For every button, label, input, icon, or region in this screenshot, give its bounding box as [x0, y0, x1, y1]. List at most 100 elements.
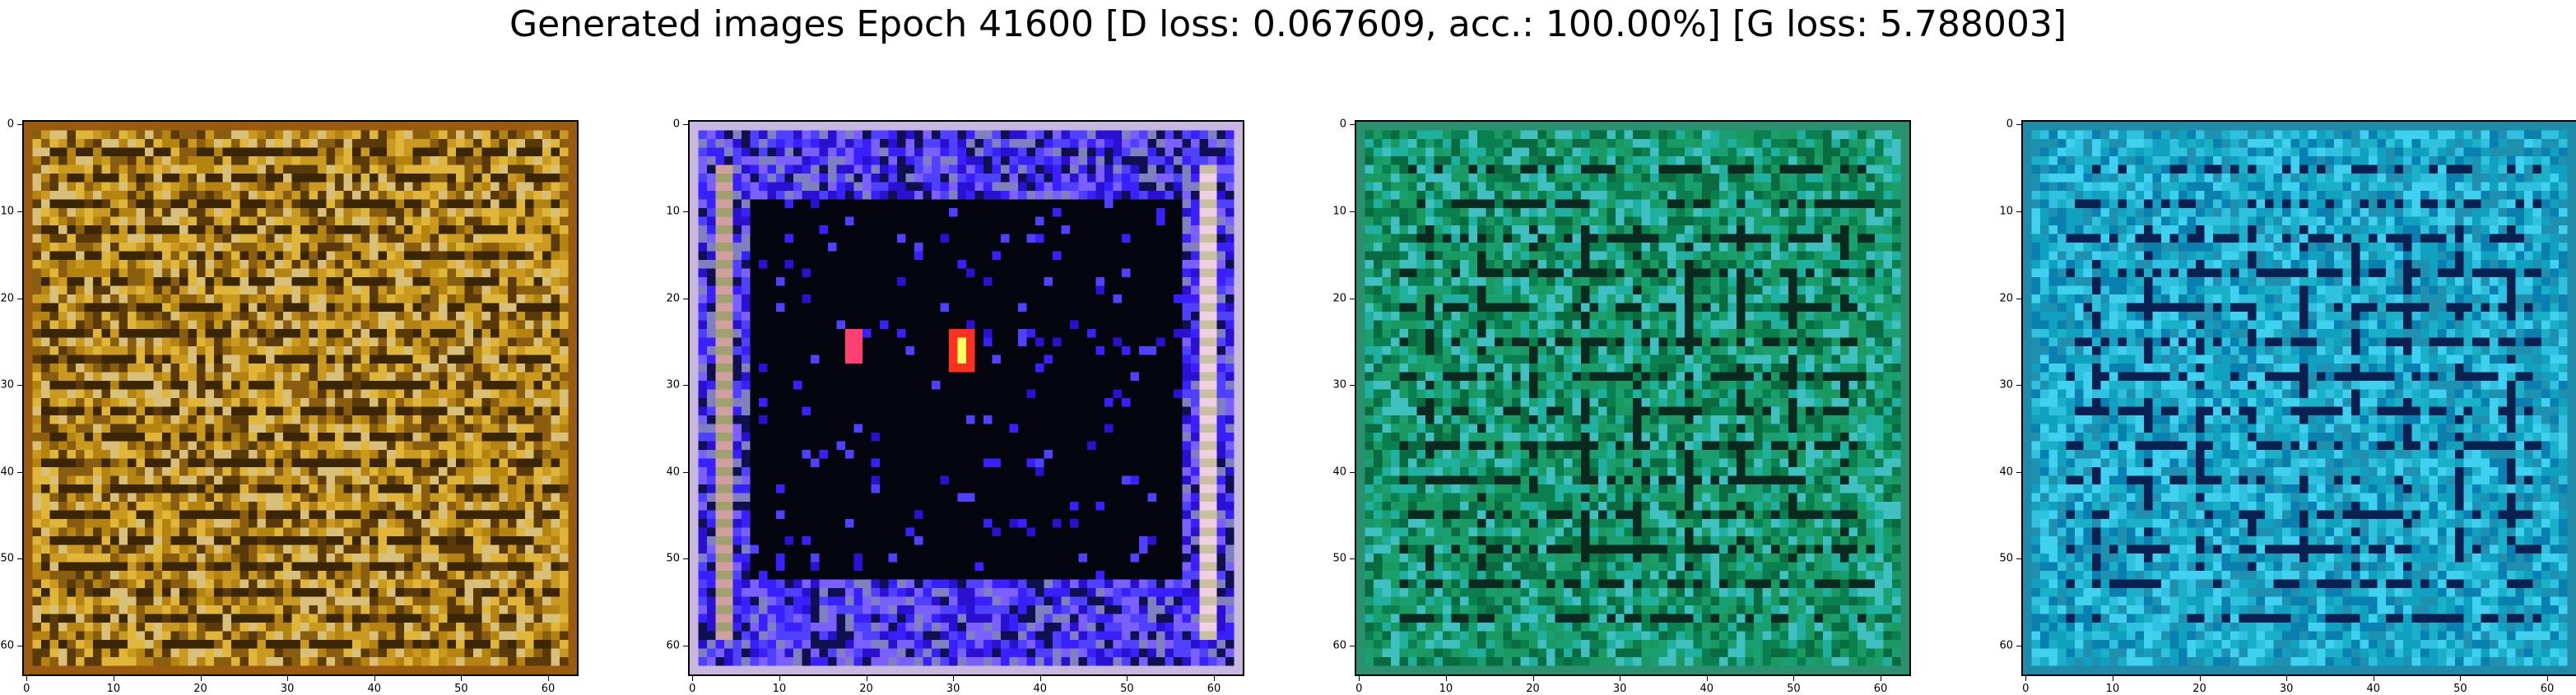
y-tick-mark — [1350, 558, 1355, 560]
x-tick-label: 0 — [23, 683, 30, 695]
x-tick-label: 0 — [2022, 683, 2030, 695]
x-tick-label: 60 — [1207, 683, 1221, 695]
y-tick-mark — [2016, 385, 2021, 387]
x-tick-mark — [2286, 676, 2288, 681]
y-tick-mark — [2016, 558, 2021, 560]
x-tick-mark — [1445, 676, 1447, 681]
x-tick-mark — [2025, 676, 2027, 681]
y-tick-mark — [683, 471, 688, 473]
x-tick-label: 40 — [1033, 683, 1048, 695]
x-tick-mark — [1532, 676, 1534, 681]
y-tick-mark — [2016, 124, 2021, 126]
y-tick-label: 40 — [0, 466, 14, 479]
x-tick-label: 40 — [367, 683, 382, 695]
y-tick-label: 60 — [666, 639, 680, 652]
x-tick-label: 20 — [193, 683, 207, 695]
x-tick-label: 30 — [1612, 683, 1627, 695]
y-tick-mark — [17, 471, 22, 473]
y-tick-mark — [683, 124, 688, 126]
y-tick-label: 40 — [1999, 466, 2013, 479]
y-tick-label: 0 — [7, 118, 14, 131]
x-tick-mark — [461, 676, 463, 681]
x-tick-label: 50 — [454, 683, 468, 695]
figure-title: Generated images Epoch 41600 [D loss: 0.… — [509, 3, 2067, 45]
x-tick-label: 50 — [1120, 683, 1134, 695]
x-tick-label: 20 — [2192, 683, 2206, 695]
y-tick-label: 40 — [666, 466, 680, 479]
x-tick-mark — [1706, 676, 1708, 681]
generated-image-3 — [1355, 120, 1911, 676]
y-tick-mark — [17, 124, 22, 126]
x-tick-label: 10 — [772, 683, 787, 695]
generated-image-2 — [688, 120, 1244, 676]
x-tick-mark — [2199, 676, 2201, 681]
image-panel-2: 0 0 10 10 20 20 30 30 40 40 50 50 60 60 — [666, 118, 1244, 695]
y-tick-label: 10 — [1999, 205, 2013, 218]
y-tick-mark — [17, 558, 22, 560]
generated-image-4 — [2021, 120, 2576, 676]
y-tick-label: 10 — [0, 205, 14, 218]
y-tick-mark — [1350, 124, 1355, 126]
x-tick-mark — [1359, 676, 1360, 681]
x-tick-label: 10 — [106, 683, 121, 695]
x-tick-mark — [548, 676, 550, 681]
y-tick-mark — [683, 558, 688, 560]
y-tick-label: 20 — [0, 292, 14, 305]
y-tick-mark — [2016, 211, 2021, 212]
y-tick-mark — [17, 385, 22, 387]
y-tick-label: 50 — [1999, 552, 2013, 565]
y-tick-label: 30 — [666, 378, 680, 392]
y-tick-label: 30 — [0, 378, 14, 392]
y-tick-label: 20 — [1332, 292, 1346, 305]
x-tick-label: 20 — [859, 683, 873, 695]
x-tick-mark — [692, 676, 694, 681]
y-tick-mark — [1350, 471, 1355, 473]
y-tick-label: 10 — [1332, 205, 1346, 218]
y-tick-mark — [17, 211, 22, 212]
y-tick-label: 0 — [1339, 118, 1346, 131]
y-tick-label: 0 — [672, 118, 680, 131]
y-tick-mark — [1350, 385, 1355, 387]
x-tick-label: 30 — [2279, 683, 2294, 695]
x-tick-mark — [2460, 676, 2462, 681]
x-tick-label: 60 — [2540, 683, 2555, 695]
y-tick-label: 20 — [666, 292, 680, 305]
y-tick-label: 60 — [1999, 639, 2013, 652]
y-tick-mark — [683, 385, 688, 387]
y-tick-label: 60 — [0, 639, 14, 652]
image-panel-4: 0 0 10 10 20 20 30 30 40 40 50 50 60 60 — [1999, 118, 2576, 695]
x-tick-mark — [1793, 676, 1795, 681]
y-tick-label: 10 — [666, 205, 680, 218]
x-tick-label: 10 — [2105, 683, 2120, 695]
x-tick-mark — [1039, 676, 1041, 681]
generated-image-1 — [22, 120, 579, 676]
y-tick-mark — [683, 211, 688, 212]
x-tick-label: 30 — [946, 683, 960, 695]
y-tick-label: 20 — [1999, 292, 2013, 305]
x-tick-mark — [287, 676, 289, 681]
x-tick-mark — [374, 676, 375, 681]
y-tick-label: 50 — [1332, 552, 1346, 565]
x-tick-label: 50 — [1787, 683, 1801, 695]
y-tick-label: 0 — [2006, 118, 2013, 131]
x-tick-mark — [26, 676, 28, 681]
y-tick-label: 40 — [1332, 466, 1346, 479]
x-tick-label: 0 — [689, 683, 696, 695]
y-tick-mark — [1350, 211, 1355, 212]
x-tick-label: 60 — [1873, 683, 1888, 695]
y-tick-label: 60 — [1332, 639, 1346, 652]
x-tick-mark — [953, 676, 955, 681]
x-tick-mark — [1127, 676, 1128, 681]
y-tick-label: 30 — [1332, 378, 1346, 392]
y-tick-label: 50 — [666, 552, 680, 565]
x-tick-label: 30 — [280, 683, 295, 695]
x-tick-label: 40 — [1700, 683, 1714, 695]
x-tick-label: 10 — [1439, 683, 1453, 695]
x-tick-mark — [2547, 676, 2549, 681]
x-tick-label: 50 — [2453, 683, 2467, 695]
y-tick-label: 30 — [1999, 378, 2013, 392]
x-tick-mark — [1214, 676, 1216, 681]
image-panel-3: 0 0 10 10 20 20 30 30 40 40 50 50 60 60 — [1332, 118, 1911, 695]
y-tick-label: 50 — [0, 552, 14, 565]
